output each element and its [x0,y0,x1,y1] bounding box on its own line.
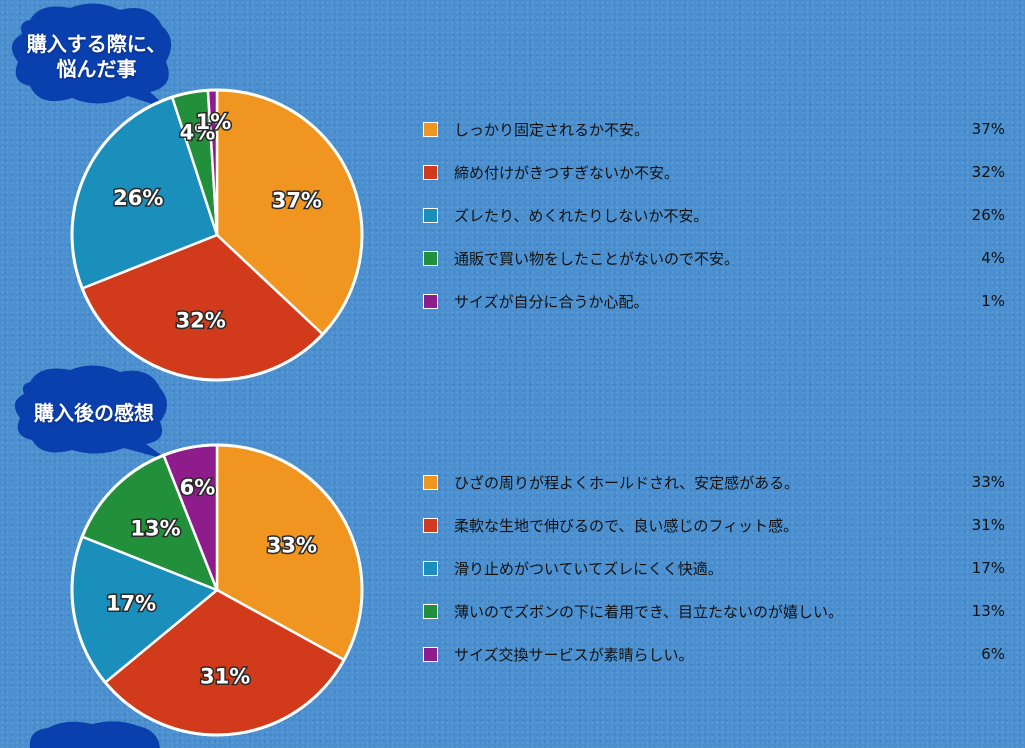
survey-section-impressions: 購入後の感想 33% 31% 17% 13% 6% ひざの周りが程よくホールドされ、安定… [0,360,1025,748]
legend-item: 柔軟な生地で伸びるので、良い感じのフィット感。 31% [423,514,1005,536]
legend-swatch-orange [423,121,438,137]
speech-bubble-worries [11,3,172,111]
legend-label: 締め付けがきつすぎないか不安。 [454,163,680,182]
pie-chart-worries: 37% 32% 26% 4%1% [70,88,364,382]
legend-percent: 26% [971,206,1005,224]
legend-swatch-blue [423,207,438,223]
legend-swatch-red [423,164,438,180]
pie-slice-label: 33% [267,534,317,558]
legend-percent: 6% [981,645,1005,663]
legend-percent: 13% [971,602,1005,620]
legend-percent: 33% [971,473,1005,491]
legend-item: 締め付けがきつすぎないか不安。 32% [423,161,1005,183]
pie-slice-label: 26% [113,186,163,210]
pie-slice-label: 4% [180,120,216,144]
legend-swatch-green [423,250,438,266]
legend-swatch-purple [423,646,438,662]
legend-label: サイズ交換サービスが素晴らしい。 [454,645,694,664]
survey-section-worries: 購入する際に、 悩んだ事 37% 32% 26% 4% 1% しっかり固定されるか不安。… [11,3,1005,382]
pie-slice-label: 1% [196,110,232,134]
pie-slice-label: 13% [130,516,180,540]
legend-percent: 17% [971,559,1005,577]
legend-label: ズレたり、めくれたりしないか不安。 [454,206,709,225]
legend-swatch-green [423,603,438,619]
legend-label: しっかり固定されるか不安。 [454,120,650,139]
pie-chart-impressions: 33% 31% 17% 13%6% [70,443,364,737]
legend-swatch-orange [423,474,438,490]
bubble-title-line1: 購入する際に、 [26,32,167,56]
legend-label: 柔軟な生地で伸びるので、良い感じのフィット感。 [454,516,799,535]
legend-percent: 4% [981,249,1005,267]
speech-bubble-title: 購入する際に、 悩んだ事 [14,32,179,82]
pie-slice-label: 31% [200,665,250,689]
legend-item: しっかり固定されるか不安。 37% [423,118,1005,140]
legend-item: ひざの周りが程よくホールドされ、安定感がある。 33% [423,471,1005,493]
legend-swatch-blue [423,560,438,576]
legend-item: ズレたり、めくれたりしないか不安。 26% [423,204,1005,226]
bubble-title-line2: 悩んだ事 [56,57,137,81]
pie-outline [70,88,364,382]
legend-item: 滑り止めがついていてズレにくく快適。 17% [423,557,1005,579]
speech-bubble-next [29,721,161,748]
legend-swatch-purple [423,293,438,309]
pie-slice-label: 32% [176,308,226,332]
pie-slice-label: 17% [106,592,156,616]
pie-slice-label: 6% [180,475,216,499]
legend-label: ひざの周りが程よくホールドされ、安定感がある。 [454,473,800,492]
legend-label: 滑り止めがついていてズレにくく快適。 [454,559,723,578]
legend-item: 通販で買い物をしたことがないので不安。 4% [423,247,1005,269]
legend-percent: 1% [981,292,1005,310]
legend-label: 薄いのでズボンの下に着用でき、目立たないのが嬉しい。 [454,602,843,621]
pie-slice-label: 37% [272,188,322,212]
speech-bubble-title: 購入後の感想 [14,401,174,426]
legend-percent: 32% [971,163,1005,181]
legend-label: 通販で買い物をしたことがないので不安。 [454,249,740,268]
legend-percent: 31% [971,516,1005,534]
legend-item: サイズが自分に合うか心配。 1% [423,290,1005,312]
bubble-title-line1: 購入後の感想 [34,401,154,425]
legend-item: サイズ交換サービスが素晴らしい。 6% [423,643,1005,665]
pie-outline [70,443,364,737]
legend-item: 薄いのでズボンの下に着用でき、目立たないのが嬉しい。 13% [423,600,1005,622]
legend-swatch-red [423,517,438,533]
legend-percent: 37% [971,120,1005,138]
speech-bubble-impressions [14,365,168,460]
legend-label: サイズが自分に合うか心配。 [454,292,649,311]
